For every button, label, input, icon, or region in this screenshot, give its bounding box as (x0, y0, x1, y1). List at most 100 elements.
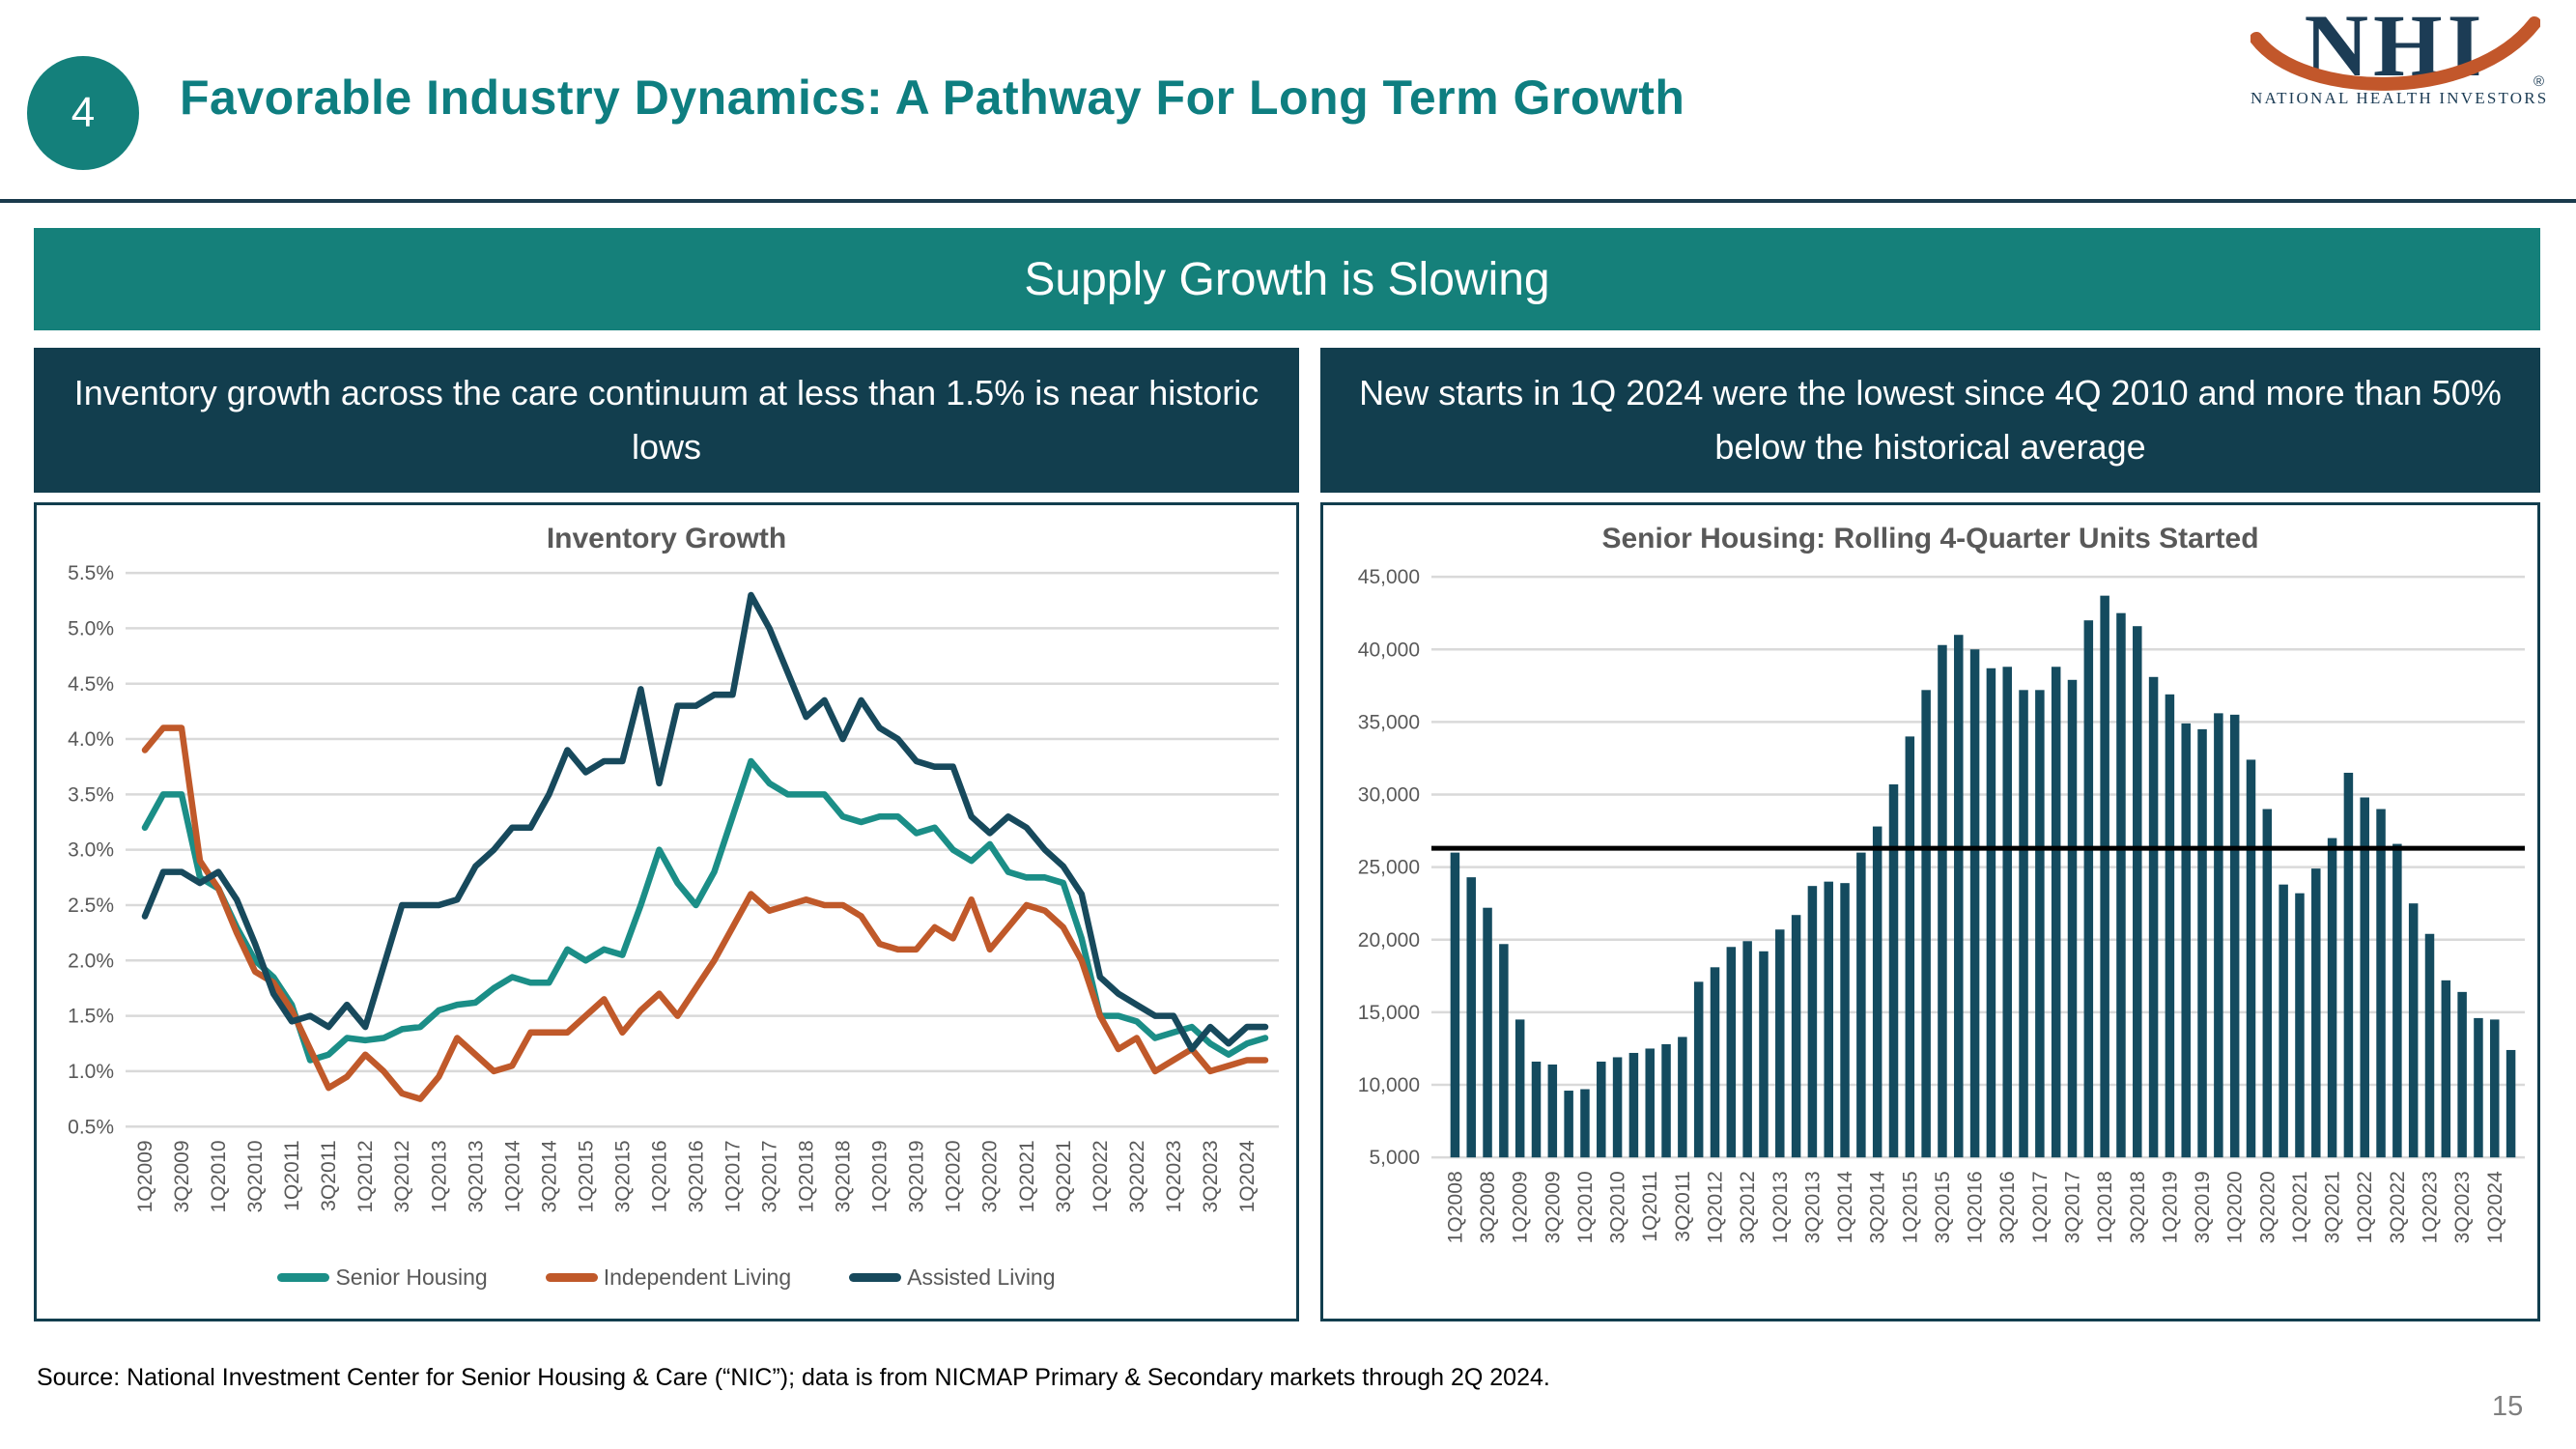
svg-text:30,000: 30,000 (1358, 783, 1420, 806)
svg-text:1Q2018: 1Q2018 (796, 1140, 818, 1212)
svg-text:1Q2010: 1Q2010 (208, 1140, 230, 1212)
senior-housing-swatch-icon (277, 1273, 330, 1282)
svg-text:3.5%: 3.5% (68, 783, 114, 806)
svg-text:40,000: 40,000 (1358, 639, 1420, 661)
inventory-growth-chart-title: Inventory Growth (546, 523, 787, 554)
svg-text:3Q2020: 3Q2020 (2256, 1171, 2279, 1243)
svg-text:3Q2010: 3Q2010 (244, 1140, 267, 1212)
svg-text:1.5%: 1.5% (68, 1006, 114, 1028)
svg-text:3.0%: 3.0% (68, 839, 114, 862)
svg-text:3Q2013: 3Q2013 (1801, 1171, 1824, 1243)
legend-item-independent-living: Independent Living (545, 1264, 791, 1291)
logo-acronym: NHI (2304, 0, 2487, 95)
logo-name: NATIONAL HEALTH INVESTORS (2250, 89, 2549, 107)
units-started-panel: Senior Housing: Rolling 4-Quarter Units … (1320, 502, 2540, 1321)
svg-text:1Q2020: 1Q2020 (943, 1140, 965, 1212)
registered-mark: ® (2533, 73, 2544, 90)
left-chart-header-text: Inventory growth across the care continu… (73, 373, 1260, 467)
svg-text:3Q2022: 3Q2022 (1126, 1140, 1148, 1212)
svg-text:1Q2013: 1Q2013 (428, 1140, 450, 1212)
svg-text:1Q2023: 1Q2023 (2420, 1171, 2442, 1243)
svg-text:3Q2015: 3Q2015 (1932, 1171, 1954, 1243)
svg-text:1Q2024: 1Q2024 (1236, 1140, 1259, 1212)
svg-text:2.5%: 2.5% (68, 895, 114, 917)
svg-text:3Q2018: 3Q2018 (2127, 1171, 2149, 1243)
svg-text:1Q2021: 1Q2021 (2289, 1171, 2311, 1243)
svg-text:3Q2020: 3Q2020 (979, 1140, 1002, 1212)
svg-text:1Q2009: 1Q2009 (134, 1140, 156, 1212)
svg-text:1Q2024: 1Q2024 (2484, 1171, 2506, 1243)
inventory-growth-chart: 5.5% 5.0% 4.5% 4.0% 3.5% 3.0% 2.5% 2.0% 1.5% 1.0%… (68, 562, 1279, 1212)
svg-text:1.0%: 1.0% (68, 1061, 114, 1083)
svg-text:1Q2012: 1Q2012 (354, 1140, 377, 1212)
svg-text:3Q2022: 3Q2022 (2387, 1171, 2409, 1243)
svg-text:1Q2014: 1Q2014 (501, 1140, 524, 1212)
svg-text:1Q2023: 1Q2023 (1163, 1140, 1185, 1212)
legend-label: Assisted Living (907, 1264, 1056, 1290)
svg-text:3Q2021: 3Q2021 (2322, 1171, 2344, 1243)
svg-text:1Q2011: 1Q2011 (1639, 1171, 1661, 1242)
svg-text:3Q2016: 3Q2016 (686, 1140, 708, 1212)
svg-text:5,000: 5,000 (1369, 1147, 1420, 1169)
svg-text:4.5%: 4.5% (68, 673, 114, 696)
svg-text:1Q2022: 1Q2022 (2354, 1171, 2376, 1243)
svg-text:1Q2012: 1Q2012 (1705, 1171, 1727, 1243)
svg-text:0.5%: 0.5% (68, 1116, 114, 1138)
svg-text:3Q2011: 3Q2011 (318, 1140, 340, 1211)
svg-text:3Q2014: 3Q2014 (538, 1140, 560, 1212)
banner: Supply Growth is Slowing (34, 228, 2540, 330)
svg-text:4.0%: 4.0% (68, 728, 114, 751)
svg-text:1Q2010: 1Q2010 (1574, 1171, 1597, 1243)
slide-number: 4 (71, 89, 96, 136)
legend: Senior Housing Independent Living Assist… (37, 1261, 1296, 1319)
right-chart-header-text: New starts in 1Q 2024 were the lowest si… (1359, 373, 2502, 467)
svg-text:1Q2014: 1Q2014 (1834, 1171, 1856, 1243)
svg-text:3Q2017: 3Q2017 (759, 1140, 781, 1212)
svg-text:3Q2015: 3Q2015 (611, 1140, 634, 1212)
svg-text:1Q2018: 1Q2018 (2094, 1171, 2116, 1243)
right-chart-header: New starts in 1Q 2024 were the lowest si… (1320, 348, 2540, 493)
svg-text:3Q2019: 3Q2019 (906, 1140, 928, 1212)
svg-text:3Q2012: 3Q2012 (1737, 1171, 1759, 1243)
svg-text:1Q2013: 1Q2013 (1769, 1171, 1792, 1243)
svg-text:25,000: 25,000 (1358, 857, 1420, 879)
svg-text:5.5%: 5.5% (68, 562, 114, 584)
legend-label: Senior Housing (335, 1264, 488, 1290)
page-title: Favorable Industry Dynamics: A Pathway F… (180, 71, 1685, 125)
left-chart-header: Inventory growth across the care continu… (34, 348, 1299, 493)
svg-text:3Q2018: 3Q2018 (833, 1140, 855, 1212)
svg-text:1Q2019: 1Q2019 (869, 1140, 892, 1212)
svg-text:3Q2019: 3Q2019 (2192, 1171, 2214, 1243)
svg-text:1Q2020: 1Q2020 (2224, 1171, 2247, 1243)
svg-text:3Q2009: 3Q2009 (1542, 1171, 1564, 1243)
svg-text:45,000: 45,000 (1358, 566, 1420, 588)
svg-text:1Q2019: 1Q2019 (2159, 1171, 2181, 1243)
svg-text:5.0%: 5.0% (68, 617, 114, 639)
svg-text:35,000: 35,000 (1358, 711, 1420, 733)
legend-item-senior-housing: Senior Housing (277, 1264, 488, 1291)
independent-living-swatch-icon (545, 1273, 598, 1282)
svg-text:3Q2012: 3Q2012 (391, 1140, 413, 1212)
svg-text:1Q2022: 1Q2022 (1090, 1140, 1112, 1212)
svg-text:3Q2009: 3Q2009 (171, 1140, 193, 1212)
banner-text: Supply Growth is Slowing (1024, 253, 1550, 305)
svg-text:1Q2017: 1Q2017 (722, 1140, 745, 1212)
slide-number-badge: 4 (27, 56, 139, 170)
svg-text:3Q2016: 3Q2016 (1996, 1171, 2019, 1243)
svg-text:3Q2023: 3Q2023 (2451, 1171, 2474, 1243)
svg-text:3Q2021: 3Q2021 (1053, 1140, 1075, 1212)
svg-text:3Q2014: 3Q2014 (1867, 1171, 1889, 1243)
svg-text:3Q2008: 3Q2008 (1477, 1171, 1499, 1243)
svg-text:3Q2023: 3Q2023 (1200, 1140, 1222, 1212)
svg-text:3Q2011: 3Q2011 (1672, 1171, 1694, 1242)
source-note: Source: National Investment Center for S… (37, 1364, 1550, 1391)
svg-text:1Q2016: 1Q2016 (649, 1140, 671, 1212)
units-started-chart-title: Senior Housing: Rolling 4-Quarter Units … (1601, 523, 2259, 554)
svg-text:1Q2009: 1Q2009 (1510, 1171, 1532, 1243)
svg-text:1Q2016: 1Q2016 (1965, 1171, 1987, 1243)
svg-text:1Q2015: 1Q2015 (1899, 1171, 1921, 1243)
legend-item-assisted-living: Assisted Living (849, 1264, 1056, 1291)
svg-text:15,000: 15,000 (1358, 1002, 1420, 1024)
svg-text:3Q2010: 3Q2010 (1607, 1171, 1629, 1243)
